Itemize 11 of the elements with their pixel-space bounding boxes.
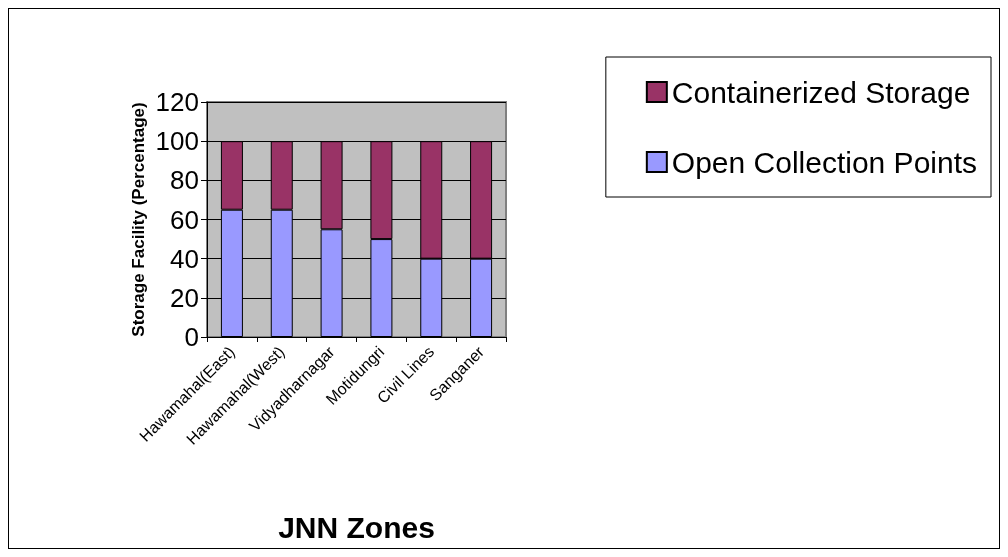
y-tick-label: 120 xyxy=(155,87,199,117)
y-tick-label: 0 xyxy=(184,322,199,352)
y-axis-title: Storage Facility (Percentage) xyxy=(129,102,148,337)
y-tick-label: 20 xyxy=(170,282,199,313)
y-tick-label: 40 xyxy=(170,243,199,274)
y-tick-label: 100 xyxy=(155,126,199,157)
x-axis-title: JNN Zones xyxy=(278,510,435,544)
y-tick-label: 60 xyxy=(170,204,199,235)
y-tick-label: 80 xyxy=(170,165,199,196)
legend-label: Containerized Storage xyxy=(671,75,971,109)
legend-label: Open Collection Points xyxy=(671,145,977,179)
